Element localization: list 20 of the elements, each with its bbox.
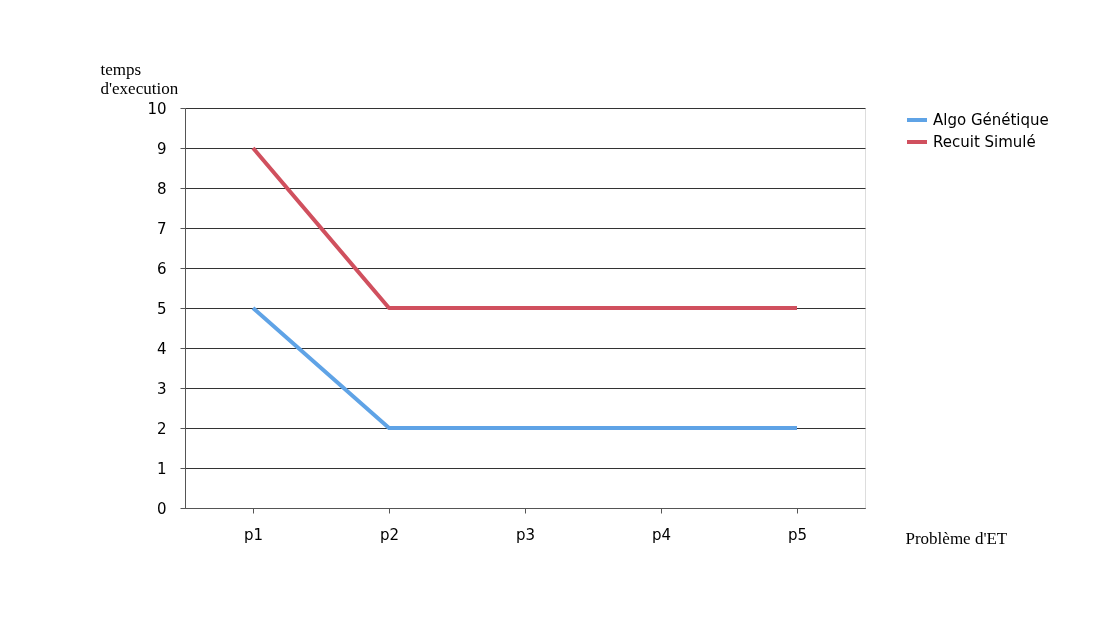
x-tick-label: p5	[787, 525, 808, 544]
y-tick-label: 9	[156, 139, 167, 158]
y-tick-label: 7	[156, 219, 167, 238]
legend-label: Algo Génétique	[933, 111, 1049, 129]
y-tick-label: 6	[156, 259, 167, 278]
x-tick-label: p2	[379, 525, 400, 544]
y-tick-label: 3	[156, 379, 167, 398]
y-tick-label: 5	[156, 299, 167, 318]
y-tick-label: 4	[156, 339, 167, 358]
y-tick-label: 2	[156, 419, 167, 438]
y-tick-label: 0	[156, 499, 167, 518]
x-tick-label: p3	[515, 525, 536, 544]
legend-label: Recuit Simulé	[933, 133, 1036, 151]
y-tick-label: 8	[156, 179, 167, 198]
y-axis-title: temps d'execution	[100, 59, 179, 98]
x-axis-title: Problème d'ET	[905, 528, 1008, 548]
y-tick-label: 10	[147, 99, 167, 118]
y-tick-label: 1	[156, 459, 167, 478]
x-tick-label: p1	[243, 525, 264, 544]
x-tick-label: p4	[651, 525, 672, 544]
